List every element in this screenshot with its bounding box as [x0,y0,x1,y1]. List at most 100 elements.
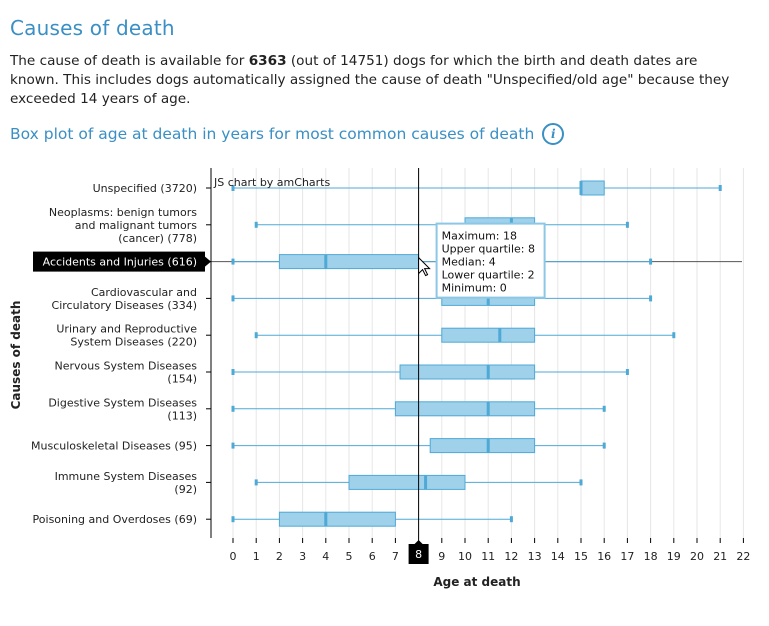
category-label: (92) [174,483,197,496]
median-mark [498,328,502,343]
category-label: Urinary and Reproductive [56,323,197,336]
whisker-max-cap [672,332,676,339]
category-label: Nervous System Diseases [55,360,198,373]
whisker-min-cap [254,332,258,339]
median-mark [486,438,490,453]
category-label: Cardiovascular and [91,286,197,299]
x-tick-label: 0 [230,550,237,563]
x-tick-label: 6 [369,550,376,563]
category-label: Immune System Diseases [55,470,198,483]
median-mark [579,181,583,195]
category-label: (154) [167,373,197,386]
intro-text-2: (out of 14751) dogs for which the birth … [10,53,730,107]
x-tick-label: 22 [736,550,750,563]
y-axis-title: Causes of death [9,301,23,410]
x-tick-label: 20 [690,550,704,563]
whisker-min-cap [231,369,235,375]
box-series-item [254,327,676,343]
x-tick-label: 13 [528,550,542,563]
whisker-min-cap [231,185,235,191]
box-rect [580,180,605,196]
box-series-item [231,511,513,527]
median-mark [424,475,428,490]
whisker-max-cap [649,295,653,302]
median-mark [324,254,328,269]
whisker-min-cap [231,442,235,449]
cursor-label: 8 [415,548,422,561]
tooltip-line: Upper quartile: 8 [442,243,535,256]
x-tick-label: 12 [504,550,518,563]
intro-text-1: The cause of death is available for [10,53,249,69]
x-tick-label: 10 [458,550,472,563]
x-tick-label: 5 [346,550,353,563]
x-tick-label: 7 [392,550,399,563]
whisker-max-cap [602,442,606,449]
chart-subtitle-row: Box plot of age at death in years for mo… [10,123,565,145]
whisker-max-cap [579,479,583,486]
category-label: Neoplasms: benign tumors [49,206,197,219]
category-label: (113) [167,409,197,422]
whisker-min-cap [254,221,258,228]
median-mark [486,401,490,416]
tooltip-line: Maximum: 18 [442,230,517,243]
x-tick-label: 11 [481,550,495,563]
x-tick-label: 21 [713,550,727,563]
box-series-item [231,364,629,380]
box-rect [394,401,536,417]
tooltip-line: Lower quartile: 2 [442,269,535,282]
highlight-label-bg [33,251,205,272]
whisker-min-cap [231,258,235,265]
cursor-label-bg [408,544,429,564]
whisker-max-cap [625,369,629,375]
chart-subtitle: Box plot of age at death in years for mo… [10,125,535,143]
info-icon[interactable]: i [542,123,565,145]
category-label: (cancer) (778) [118,232,197,245]
whisker-min-cap [231,516,235,523]
box-rect [278,254,420,270]
category-label: Circulatory Diseases (334) [52,299,197,312]
box-rect [278,511,396,527]
x-tick-label: 2 [276,550,283,563]
intro-paragraph: The cause of death is available for 6363… [10,52,750,109]
x-tick-label: 14 [551,550,565,563]
x-tick-label: 18 [644,550,658,563]
x-tick-label: 1 [253,550,260,563]
median-mark [486,365,490,379]
x-tick-label: 4 [322,550,329,563]
box-series-item [231,180,722,196]
category-label: Poisoning and Overdoses (69) [33,513,197,526]
x-tick-label: 15 [574,550,588,563]
x-tick-label: 9 [438,550,445,563]
tooltip-box [435,222,546,299]
category-label: Accidents and Injuries (616) [43,256,197,269]
whisker-max-cap [509,516,513,523]
x-tick-label: 16 [597,550,611,563]
intro-count-bold: 6363 [248,53,287,69]
median-mark [324,512,328,527]
box-rect [429,438,536,454]
box-rect [348,474,466,490]
cursor-label-pointer [414,540,423,544]
box-series-item [254,474,583,490]
category-label: System Diseases (220) [70,336,197,349]
category-label: Musculoskeletal Diseases (95) [31,440,197,453]
category-label: Unspecified (3720) [93,182,197,195]
axis-layer: 012345678910111213141516171819202122Unsp… [31,168,750,563]
box-plot-chart[interactable]: 012345678910111213141516171819202122Unsp… [0,160,769,600]
page-title: Causes of death [10,16,175,40]
chart-credit[interactable]: JS chart by amCharts [213,176,330,189]
whisker-max-cap [649,258,653,265]
x-axis-title: Age at death [433,575,520,589]
whisker-min-cap [231,405,235,412]
category-label: and malignant tumors [75,219,197,232]
category-label: Digestive System Diseases [48,396,197,409]
whisker-max-cap [625,221,629,228]
whisker-min-cap [254,479,258,486]
mouse-cursor-icon [418,256,431,277]
box-rect [441,327,536,343]
highlight-label-pointer [205,256,211,267]
whisker-min-cap [231,295,235,302]
box-rect [399,364,536,380]
